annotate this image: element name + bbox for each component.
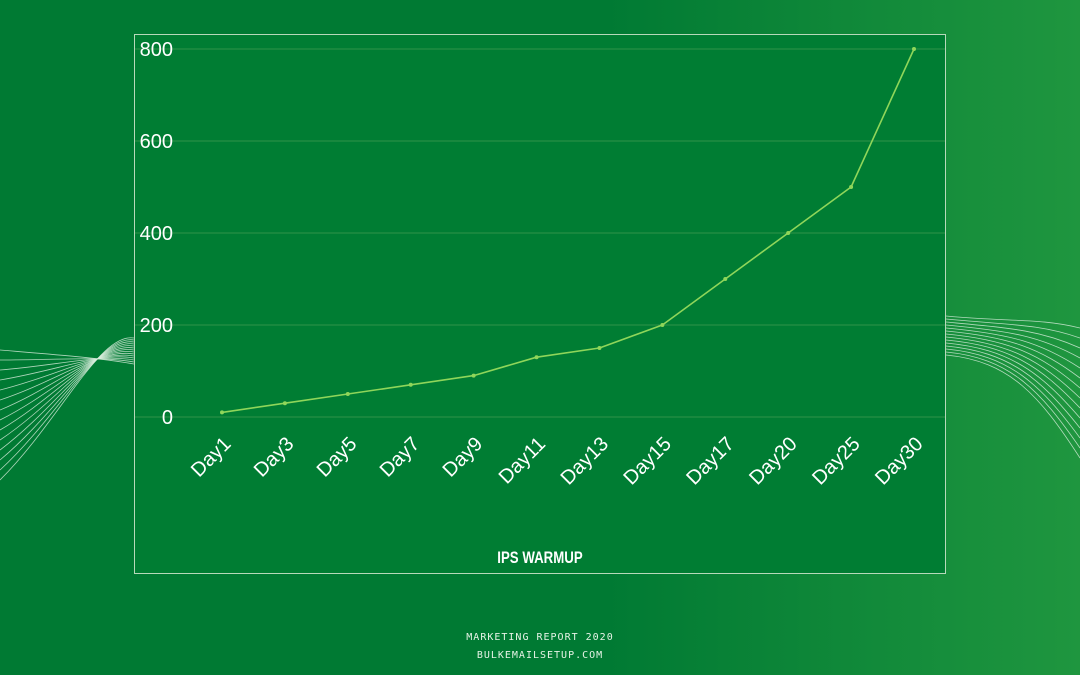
- series-layer: [220, 47, 916, 415]
- x-tick-label: Day25: [808, 433, 864, 489]
- wave-line-right: [945, 345, 1080, 429]
- wave-line-left: [0, 343, 135, 451]
- wave-line-left: [0, 357, 135, 371]
- x-tick-label: Day11: [495, 433, 550, 488]
- data-point: [912, 47, 916, 51]
- series-line: [221, 48, 915, 414]
- wave-line-left: [0, 349, 135, 421]
- wave-line-right: [945, 336, 1080, 399]
- x-tick-label: Day9: [439, 433, 488, 482]
- x-tick-label: Day1: [187, 433, 236, 482]
- data-point: [786, 231, 791, 235]
- y-tick-label: 400: [140, 223, 173, 245]
- wave-line-right: [945, 324, 1080, 359]
- wave-line-right: [945, 318, 1080, 339]
- wave-line-right: [945, 354, 1080, 459]
- x-axis-ticks: Day1 Day3 Day5 Day7 Day9 Day11 Day13 Day15 Day17…: [187, 433, 928, 489]
- wave-line-right: [945, 348, 1080, 439]
- wave-line-right: [945, 321, 1080, 349]
- wave-line-right: [945, 351, 1080, 449]
- wave-line-right: [945, 342, 1080, 419]
- x-tick-label: Day13: [557, 433, 613, 489]
- wave-line-left: [0, 352, 135, 401]
- data-point: [471, 373, 476, 378]
- wave-line-left: [0, 341, 135, 461]
- x-tick-label: Day15: [619, 433, 675, 489]
- wave-line-right: [945, 339, 1080, 409]
- data-point: [723, 277, 728, 281]
- gridlines: [135, 48, 945, 418]
- wave-line-left: [0, 356, 135, 381]
- wave-line-right: [945, 327, 1080, 369]
- y-axis-ticks: 0 200 400 600 800: [140, 39, 173, 429]
- data-point: [345, 392, 350, 396]
- x-tick-label: Day7: [376, 433, 425, 482]
- wave-line-right: [945, 315, 1080, 329]
- wave-line-left: [0, 349, 135, 365]
- data-point: [408, 382, 413, 387]
- y-tick-label: 600: [140, 131, 173, 153]
- wave-line-left: [0, 345, 135, 441]
- wave-line-left: [0, 339, 135, 471]
- x-tick-label: Day3: [250, 433, 299, 482]
- wave-line-right: [945, 330, 1080, 379]
- y-tick-label: 200: [140, 315, 173, 337]
- x-tick-label: Day30: [871, 433, 927, 489]
- wave-line-left: [0, 350, 135, 411]
- data-point: [597, 346, 602, 350]
- x-tick-label: Day17: [682, 433, 738, 489]
- x-tick-label: Day20: [745, 433, 801, 489]
- wave-line-left: [0, 337, 135, 481]
- data-point: [534, 355, 539, 360]
- data-point: [849, 185, 854, 189]
- x-tick-label: Day5: [313, 433, 362, 482]
- wave-line-right: [945, 333, 1080, 389]
- footer-website: BULKEMAILSETUP.COM: [476, 650, 604, 661]
- data-point: [660, 323, 665, 327]
- chart-title: IPS WARMUP: [497, 549, 582, 568]
- wave-line-left: [0, 358, 135, 363]
- data-point: [282, 401, 287, 406]
- y-tick-label: 0: [162, 407, 173, 429]
- data-point: [220, 410, 224, 415]
- chart-frame: [134, 34, 946, 574]
- y-tick-label: 800: [140, 39, 173, 61]
- wave-line-left: [0, 354, 135, 391]
- wave-line-left: [0, 347, 135, 431]
- footer-report-title: MARKETING REPORT 2020: [466, 632, 614, 643]
